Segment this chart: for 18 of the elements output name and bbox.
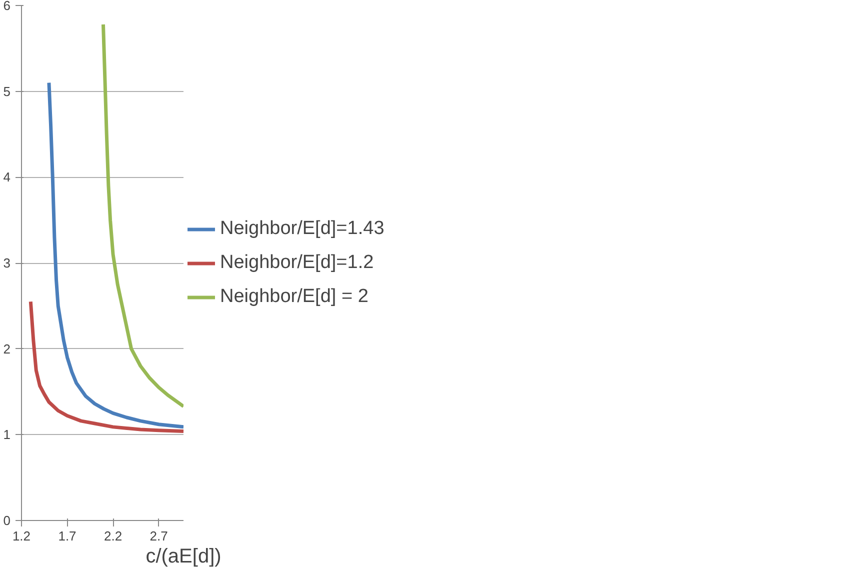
line-series xyxy=(28,300,184,433)
line-series xyxy=(47,81,184,429)
x-tick-label: 1.2 xyxy=(12,528,31,544)
y-tick-label: 4 xyxy=(3,170,11,185)
y-tick-label: 2 xyxy=(3,341,11,356)
x-tick-label: 2.7 xyxy=(150,528,168,544)
x-axis-title: c/(aE[d]) xyxy=(146,546,222,568)
legend-label: Neighbor/E[d]=1.2 xyxy=(220,252,374,274)
y-tick-label: 6 xyxy=(3,0,11,13)
y-tick-label: 0 xyxy=(3,513,11,528)
x-tick-label: 1.7 xyxy=(58,528,76,544)
y-tick-label: 1 xyxy=(3,427,11,442)
line-series xyxy=(101,22,184,408)
y-tick-label: 5 xyxy=(3,84,11,99)
y-tick-label: 3 xyxy=(3,256,11,270)
legend-label: Neighbor/E[d]=1.43 xyxy=(220,218,384,240)
legend-label: Neighbor/E[d] = 2 xyxy=(220,286,368,308)
x-tick-label: 2.2 xyxy=(104,528,122,544)
